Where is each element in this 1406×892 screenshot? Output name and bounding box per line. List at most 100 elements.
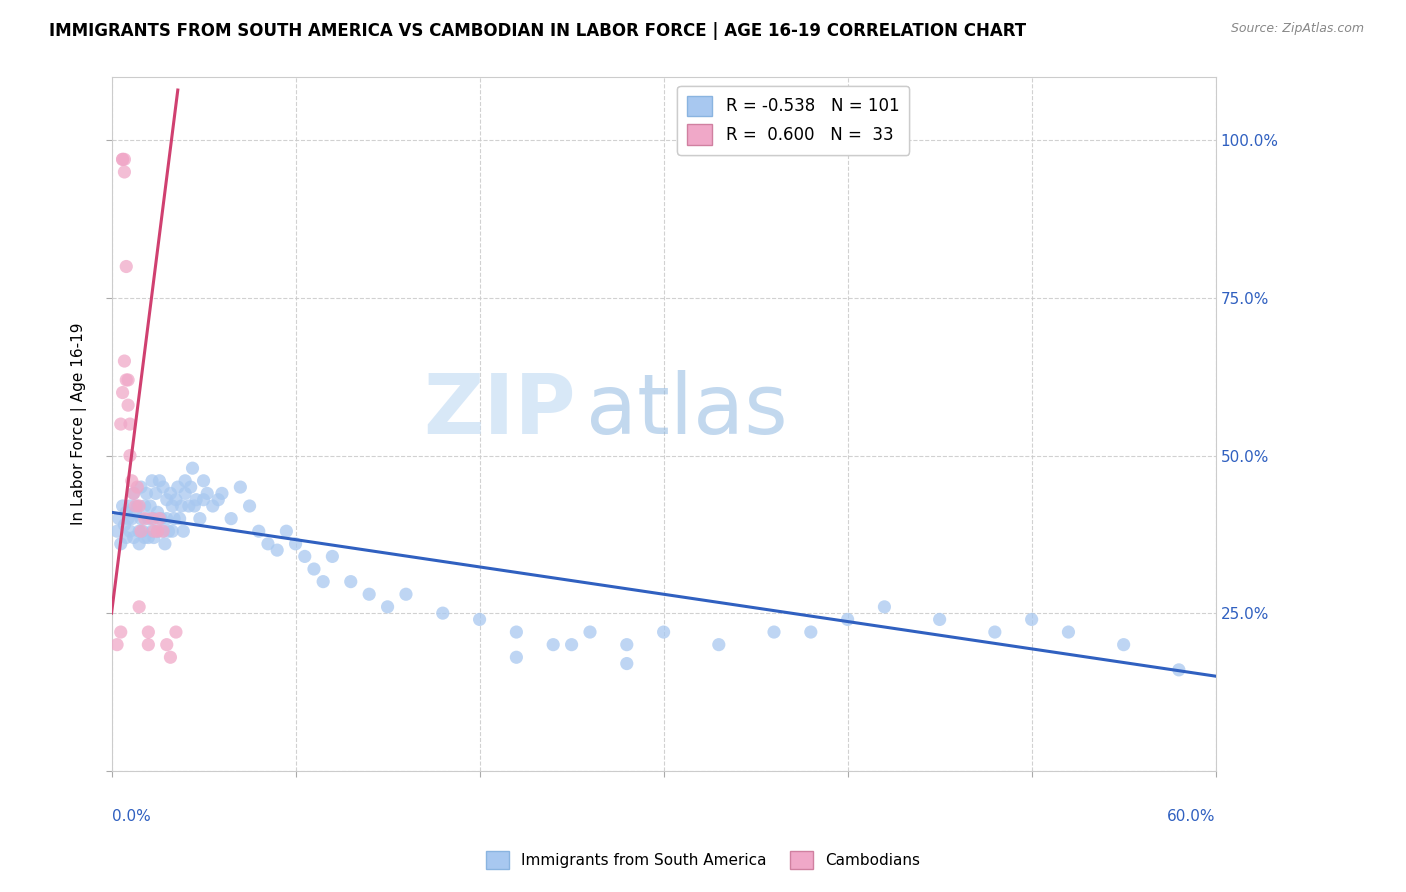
Point (219, 511, 242, 525)
Point (129, 524, 152, 539)
Point (1112, 638, 1135, 652)
Point (118, 417, 141, 431)
Point (110, 417, 132, 431)
Point (115, 260, 138, 274)
Point (118, 524, 141, 539)
Point (1057, 625, 1080, 640)
Point (321, 549, 343, 564)
Point (837, 612, 859, 626)
Point (128, 537, 150, 551)
Point (180, 480, 202, 494)
Point (105, 638, 128, 652)
Point (984, 625, 1007, 640)
Point (124, 499, 146, 513)
Point (174, 474, 197, 488)
Point (195, 486, 218, 500)
Point (166, 480, 188, 494)
Point (156, 492, 179, 507)
Point (1021, 612, 1043, 626)
Point (152, 524, 174, 539)
Point (302, 562, 325, 576)
Point (257, 537, 280, 551)
Point (156, 638, 179, 652)
Point (146, 505, 169, 519)
Point (148, 511, 170, 525)
Text: IMMIGRANTS FROM SOUTH AMERICA VS CAMBODIAN IN LABOR FORCE | AGE 16-19 CORRELATIO: IMMIGRANTS FROM SOUTH AMERICA VS CAMBODI… (49, 22, 1026, 40)
Point (152, 480, 174, 494)
Point (118, 449, 141, 463)
Point (138, 638, 160, 652)
Point (579, 625, 602, 640)
Point (505, 625, 527, 640)
Point (312, 574, 335, 589)
Point (561, 638, 583, 652)
Point (146, 524, 169, 539)
Point (153, 537, 176, 551)
Point (138, 511, 160, 525)
Point (172, 524, 194, 539)
Point (127, 499, 149, 513)
Point (141, 474, 163, 488)
Text: 60.0%: 60.0% (1167, 809, 1216, 824)
Point (129, 511, 152, 525)
Point (156, 511, 179, 525)
Point (128, 524, 150, 539)
Point (150, 511, 173, 525)
Point (117, 398, 139, 412)
Point (138, 625, 160, 640)
Point (169, 511, 191, 525)
Point (377, 599, 399, 614)
Point (276, 524, 298, 539)
Point (132, 524, 155, 539)
Point (873, 599, 896, 614)
Point (162, 524, 184, 539)
Text: Source: ZipAtlas.com: Source: ZipAtlas.com (1230, 22, 1364, 36)
Point (165, 625, 187, 640)
Point (142, 531, 165, 545)
Point (165, 492, 187, 507)
Point (122, 531, 145, 545)
Point (121, 511, 143, 525)
Point (111, 499, 134, 513)
Point (127, 480, 149, 494)
Point (468, 612, 491, 626)
Point (763, 625, 786, 640)
Point (141, 511, 163, 525)
Point (115, 373, 138, 387)
Point (139, 499, 162, 513)
Point (186, 492, 208, 507)
Point (117, 373, 139, 387)
Point (432, 606, 454, 620)
Point (188, 511, 211, 525)
Point (122, 486, 145, 500)
Point (229, 480, 252, 494)
Point (1167, 663, 1189, 677)
Point (193, 474, 215, 488)
Point (148, 474, 170, 488)
Point (163, 511, 186, 525)
Text: ZIP: ZIP (423, 369, 575, 450)
Point (115, 505, 138, 519)
Point (118, 499, 141, 513)
Legend: R = -0.538   N = 101, R =  0.600   N =  33: R = -0.538 N = 101, R = 0.600 N = 33 (678, 86, 910, 155)
Point (157, 524, 180, 539)
Point (159, 650, 181, 665)
Point (183, 499, 205, 513)
Point (134, 499, 156, 513)
Point (111, 153, 134, 167)
Point (170, 499, 193, 513)
Point (201, 499, 224, 513)
Point (207, 492, 229, 507)
Point (108, 511, 131, 525)
Point (145, 486, 167, 500)
Point (121, 474, 143, 488)
Point (211, 486, 233, 500)
Point (152, 524, 174, 539)
Text: 0.0%: 0.0% (111, 809, 150, 824)
Point (247, 524, 270, 539)
Point (142, 524, 165, 539)
Point (238, 499, 260, 513)
Point (359, 587, 381, 601)
Legend: Immigrants from South America, Cambodians: Immigrants from South America, Cambodian… (479, 845, 927, 875)
Point (652, 625, 675, 640)
